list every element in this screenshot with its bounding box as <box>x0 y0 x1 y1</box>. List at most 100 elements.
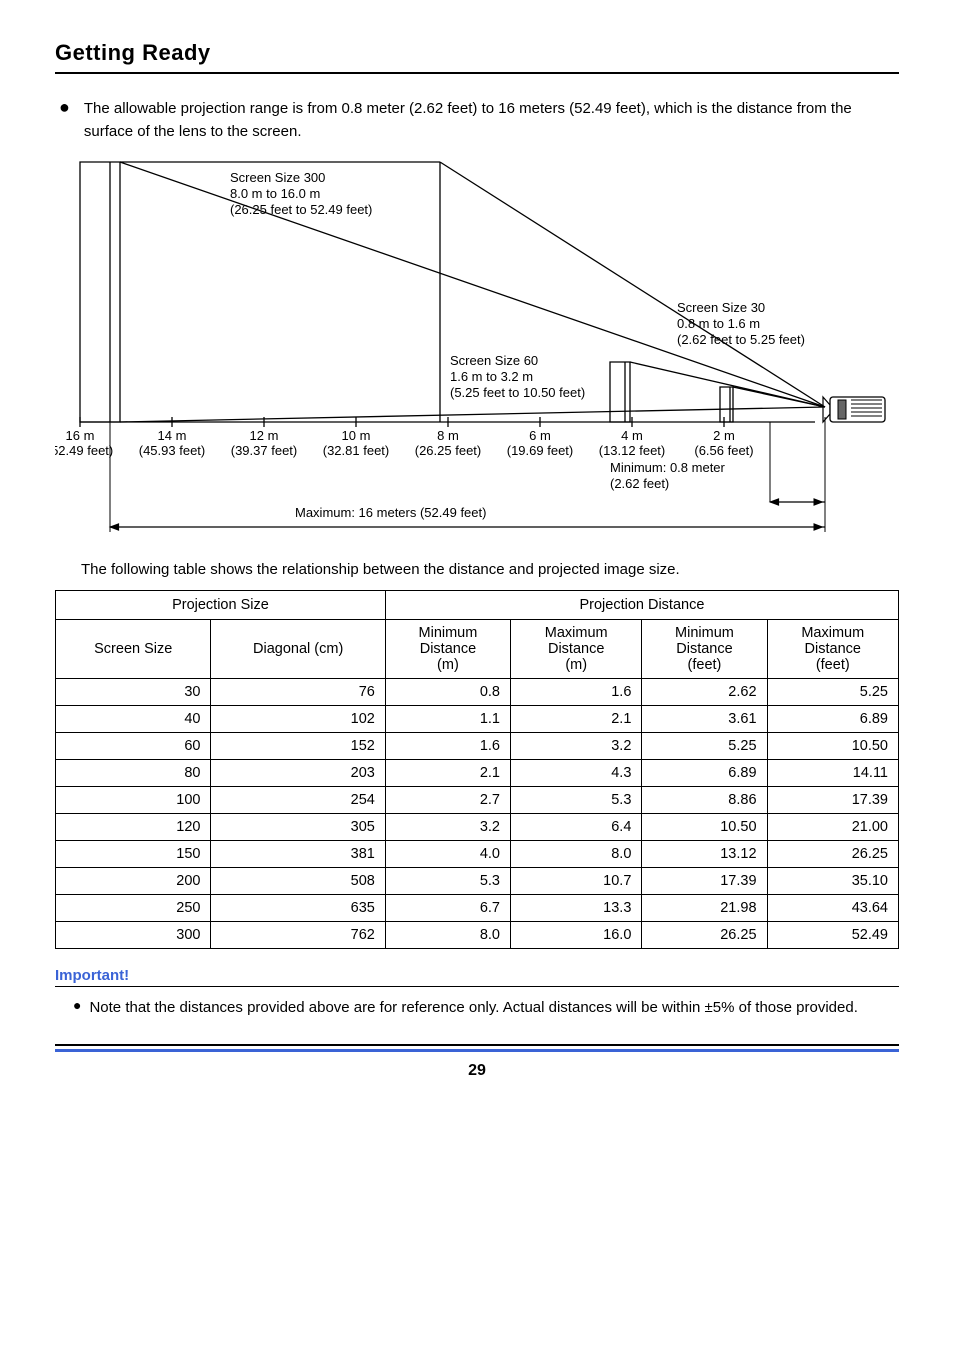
cell-max_ft: 52.49 <box>767 922 898 949</box>
cell-size: 60 <box>56 733 211 760</box>
bottom-rule <box>55 1044 899 1046</box>
col-min-m: MinimumDistance(m) <box>385 620 510 679</box>
important-label: Important! <box>55 967 129 984</box>
svg-text:16 m: 16 m <box>66 428 95 443</box>
screen60-l3: (5.25 feet to 10.50 feet) <box>450 385 585 400</box>
cell-size: 120 <box>56 814 211 841</box>
table-row: 30760.81.62.625.25 <box>56 679 899 706</box>
svg-text:(19.69 feet): (19.69 feet) <box>507 443 574 458</box>
cell-size: 200 <box>56 868 211 895</box>
table-row: 2005085.310.717.3935.10 <box>56 868 899 895</box>
important-block: Important! ● Note that the distances pro… <box>55 949 899 1020</box>
cell-diag: 381 <box>211 841 385 868</box>
svg-text:14 m: 14 m <box>158 428 187 443</box>
cell-max_m: 13.3 <box>510 895 641 922</box>
cell-diag: 152 <box>211 733 385 760</box>
table-row: 601521.63.25.2510.50 <box>56 733 899 760</box>
svg-text:8 m: 8 m <box>437 428 459 443</box>
cell-min_m: 6.7 <box>385 895 510 922</box>
cell-size: 300 <box>56 922 211 949</box>
bullet-icon: ● <box>73 997 81 1020</box>
screen60-l2: 1.6 m to 3.2 m <box>450 369 533 384</box>
cell-diag: 254 <box>211 787 385 814</box>
cell-max_ft: 17.39 <box>767 787 898 814</box>
cell-diag: 762 <box>211 922 385 949</box>
table-row: 401021.12.13.616.89 <box>56 706 899 733</box>
cell-size: 40 <box>56 706 211 733</box>
cell-diag: 305 <box>211 814 385 841</box>
table-row: 1503814.08.013.1226.25 <box>56 841 899 868</box>
svg-text:(26.25 feet): (26.25 feet) <box>415 443 482 458</box>
cell-min_m: 2.1 <box>385 760 510 787</box>
cell-max_m: 2.1 <box>510 706 641 733</box>
cell-max_ft: 43.64 <box>767 895 898 922</box>
cell-max_m: 16.0 <box>510 922 641 949</box>
cell-min_ft: 6.89 <box>642 760 767 787</box>
cell-max_ft: 26.25 <box>767 841 898 868</box>
cell-size: 250 <box>56 895 211 922</box>
svg-text:6 m: 6 m <box>529 428 551 443</box>
min-label-l1: Minimum: 0.8 meter <box>610 460 726 475</box>
svg-text:10 m: 10 m <box>342 428 371 443</box>
min-label-l2: (2.62 feet) <box>610 476 669 491</box>
important-note: Note that the distances provided above a… <box>89 997 857 1020</box>
cell-size: 150 <box>56 841 211 868</box>
svg-text:(39.37 feet): (39.37 feet) <box>231 443 298 458</box>
svg-text:(6.56 feet): (6.56 feet) <box>694 443 753 458</box>
cell-min_m: 2.7 <box>385 787 510 814</box>
screen30-l2: 0.8 m to 1.6 m <box>677 316 760 331</box>
bullet-icon: ● <box>59 98 70 143</box>
cell-min_ft: 3.61 <box>642 706 767 733</box>
cell-min_ft: 2.62 <box>642 679 767 706</box>
col-diagonal: Diagonal (cm) <box>211 620 385 679</box>
cell-max_m: 4.3 <box>510 760 641 787</box>
cell-size: 30 <box>56 679 211 706</box>
cell-min_ft: 8.86 <box>642 787 767 814</box>
cell-diag: 102 <box>211 706 385 733</box>
cell-diag: 203 <box>211 760 385 787</box>
col-proj-size: Projection Size <box>56 591 386 620</box>
cell-size: 100 <box>56 787 211 814</box>
screen300-l2: 8.0 m to 16.0 m <box>230 186 320 201</box>
cell-min_ft: 26.25 <box>642 922 767 949</box>
cell-min_ft: 13.12 <box>642 841 767 868</box>
projector-icon <box>823 397 885 422</box>
cell-size: 80 <box>56 760 211 787</box>
table-intro: The following table shows the relationsh… <box>81 561 899 578</box>
title-underline <box>55 72 899 74</box>
table-row: 2506356.713.321.9843.64 <box>56 895 899 922</box>
cell-max_ft: 10.50 <box>767 733 898 760</box>
cell-min_m: 1.1 <box>385 706 510 733</box>
projection-diagram: Screen Size 300 8.0 m to 16.0 m (26.25 f… <box>55 157 899 537</box>
cell-min_m: 1.6 <box>385 733 510 760</box>
table-row: 3007628.016.026.2552.49 <box>56 922 899 949</box>
cell-max_ft: 21.00 <box>767 814 898 841</box>
page-number: 29 <box>55 1062 899 1080</box>
cell-min_ft: 17.39 <box>642 868 767 895</box>
cell-min_m: 5.3 <box>385 868 510 895</box>
cell-min_ft: 21.98 <box>642 895 767 922</box>
svg-text:12 m: 12 m <box>250 428 279 443</box>
screen30-l3: (2.62 feet to 5.25 feet) <box>677 332 805 347</box>
col-max-ft: MaximumDistance(feet) <box>767 620 898 679</box>
svg-text:(13.12 feet): (13.12 feet) <box>599 443 666 458</box>
cell-diag: 76 <box>211 679 385 706</box>
table-row: 1002542.75.38.8617.39 <box>56 787 899 814</box>
cell-min_ft: 5.25 <box>642 733 767 760</box>
svg-text:(45.93 feet): (45.93 feet) <box>139 443 206 458</box>
table-row: 1203053.26.410.5021.00 <box>56 814 899 841</box>
cell-diag: 635 <box>211 895 385 922</box>
screen60-l1: Screen Size 60 <box>450 353 538 368</box>
cell-max_m: 3.2 <box>510 733 641 760</box>
cell-min_m: 8.0 <box>385 922 510 949</box>
cell-max_ft: 14.11 <box>767 760 898 787</box>
cell-max_m: 5.3 <box>510 787 641 814</box>
cell-max_m: 8.0 <box>510 841 641 868</box>
screen30-l1: Screen Size 30 <box>677 300 765 315</box>
cell-max_ft: 6.89 <box>767 706 898 733</box>
svg-text:(32.81 feet): (32.81 feet) <box>323 443 390 458</box>
svg-text:(52.49 feet): (52.49 feet) <box>55 443 113 458</box>
projection-table: Projection Size Projection Distance Scre… <box>55 590 899 949</box>
cell-min_ft: 10.50 <box>642 814 767 841</box>
col-min-ft: MinimumDistance(feet) <box>642 620 767 679</box>
